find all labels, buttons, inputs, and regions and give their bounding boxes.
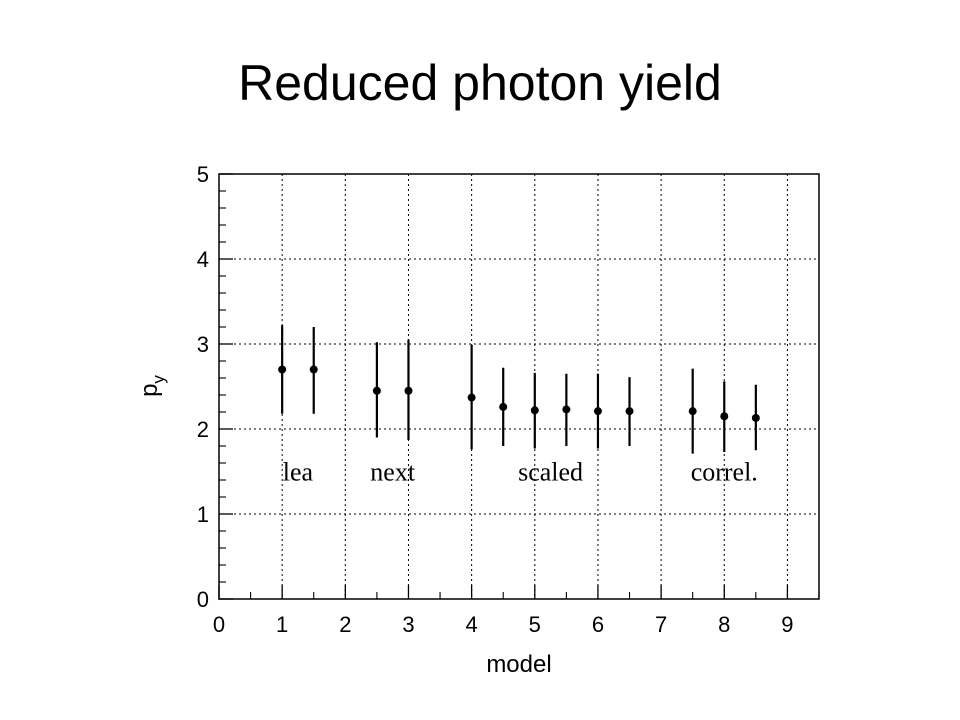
data-point (562, 405, 571, 414)
x-tick-label: 1 (276, 612, 288, 637)
data-point (530, 406, 539, 415)
y-tick-label: 1 (197, 502, 209, 527)
data-point (593, 407, 602, 416)
x-tick-label: 6 (592, 612, 604, 637)
y-axis-label: py (136, 375, 168, 397)
y-tick-label: 2 (197, 417, 209, 442)
data-point (404, 386, 413, 395)
x-tick-label: 9 (781, 612, 793, 637)
x-tick-label: 2 (339, 612, 351, 637)
data-point (278, 365, 287, 374)
data-point (372, 386, 381, 395)
data-point (467, 393, 476, 402)
data-point (720, 412, 729, 421)
group-label-next: next (370, 458, 416, 487)
y-tick-label: 4 (197, 247, 209, 272)
x-tick-label: 3 (402, 612, 414, 637)
data-point (688, 407, 697, 416)
plot-frame (218, 173, 820, 600)
data-point (625, 407, 634, 416)
x-tick-label: 0 (213, 612, 225, 637)
x-tick-label: 5 (529, 612, 541, 637)
x-axis-label: model (486, 651, 551, 678)
data-point (499, 402, 508, 411)
group-label-scaled: scaled (518, 458, 583, 487)
x-tick-label: 4 (466, 612, 478, 637)
y-tick-label: 5 (197, 162, 209, 187)
x-tick-label: 8 (718, 612, 730, 637)
data-point (309, 365, 318, 374)
y-axis-label-main: p (136, 384, 163, 397)
y-axis-label-sub: y (149, 375, 168, 384)
slide-title: Reduced photon yield (238, 55, 722, 111)
x-tick-label: 7 (655, 612, 667, 637)
y-tick-label: 3 (197, 332, 209, 357)
group-label-lea: lea (283, 458, 314, 487)
y-tick-label: 0 (197, 587, 209, 612)
group-label-correl: correl. (691, 458, 758, 487)
data-point (751, 413, 760, 422)
